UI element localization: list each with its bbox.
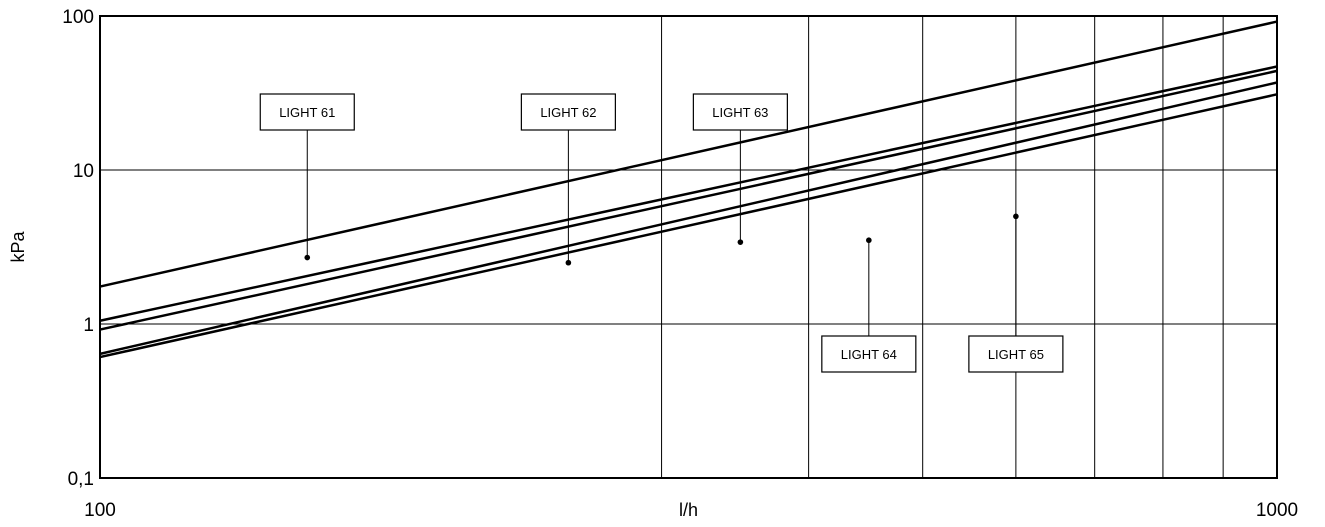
series-line bbox=[99, 93, 1278, 359]
series-label-box bbox=[692, 93, 788, 131]
y-tick-label: 1 bbox=[83, 315, 94, 336]
series-label-box bbox=[968, 335, 1064, 373]
plot-frame bbox=[99, 15, 1278, 479]
y-axis-label: kPa bbox=[8, 231, 28, 263]
x-tick-label: 100 bbox=[84, 500, 116, 521]
series-line bbox=[99, 69, 1278, 331]
series-label: LIGHT 61 bbox=[279, 105, 335, 120]
series-label-box bbox=[821, 335, 917, 373]
y-tick-label: 10 bbox=[73, 161, 94, 182]
series-label: LIGHT 62 bbox=[540, 105, 596, 120]
series-label: LIGHT 64 bbox=[841, 347, 897, 362]
x-tick-label: 1000 bbox=[1256, 500, 1298, 521]
series-line bbox=[99, 20, 1278, 288]
series-label-box bbox=[259, 93, 355, 131]
series-line bbox=[99, 65, 1278, 322]
series-labels: LIGHT 61 LIGHT 62 LIGHT 63 LIGHT 64 LIGHT 65 bbox=[259, 93, 1064, 373]
series-label-box bbox=[520, 93, 616, 131]
series-label: LIGHT 63 bbox=[712, 105, 768, 120]
y-tick-label: 0,1 bbox=[68, 469, 94, 490]
series-line bbox=[99, 81, 1278, 356]
series-lines bbox=[99, 20, 1278, 359]
y-tick-label: 100 bbox=[62, 7, 94, 28]
series-label: LIGHT 65 bbox=[988, 347, 1044, 362]
x-axis-label: l/h bbox=[679, 500, 698, 520]
tick-labels: 0,1 1 10 100 100 1000 bbox=[62, 7, 1298, 521]
grid bbox=[100, 16, 1277, 478]
